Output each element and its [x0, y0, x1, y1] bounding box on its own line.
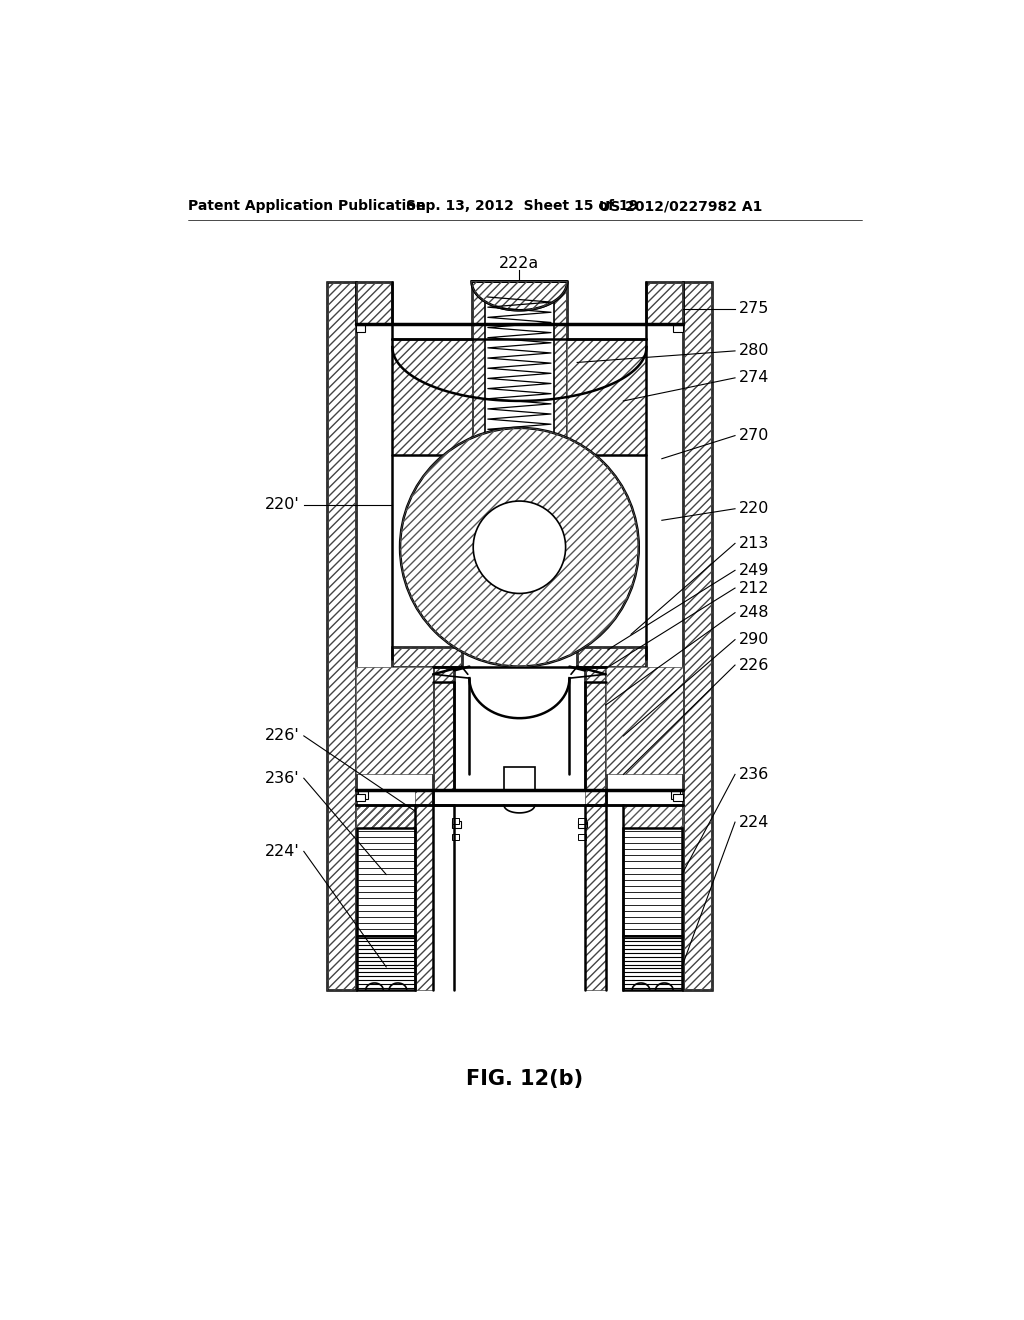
Bar — [624, 936, 682, 990]
Bar — [327, 281, 356, 990]
Bar — [416, 789, 433, 990]
Bar — [504, 767, 535, 805]
Bar — [433, 667, 454, 789]
Bar — [392, 647, 462, 667]
Bar — [433, 667, 454, 789]
Bar — [578, 647, 646, 667]
Text: 212: 212 — [739, 581, 769, 595]
Bar — [392, 647, 462, 667]
Bar — [605, 667, 683, 775]
Bar — [358, 792, 368, 799]
Text: Patent Application Publication: Patent Application Publication — [188, 199, 426, 213]
Text: 226': 226' — [265, 729, 300, 743]
Text: 220: 220 — [739, 502, 769, 516]
Text: 224': 224' — [265, 843, 300, 859]
Polygon shape — [472, 281, 567, 310]
Text: 248: 248 — [739, 605, 769, 620]
Bar — [484, 281, 554, 455]
Bar — [357, 829, 416, 936]
Circle shape — [473, 502, 565, 594]
Bar — [416, 789, 433, 990]
Bar — [356, 667, 433, 775]
Bar — [624, 805, 683, 921]
Text: US 2012/0227982 A1: US 2012/0227982 A1 — [599, 199, 762, 213]
Bar — [356, 805, 416, 921]
Bar — [578, 834, 586, 840]
Bar — [472, 281, 567, 455]
Bar — [674, 793, 683, 801]
Text: 226: 226 — [739, 657, 769, 673]
Bar — [646, 281, 683, 323]
Text: 270: 270 — [739, 428, 769, 444]
Bar — [472, 281, 567, 455]
Bar — [356, 326, 366, 331]
Bar — [327, 281, 356, 990]
Bar — [356, 805, 416, 921]
Bar — [605, 667, 683, 775]
Bar — [356, 667, 433, 775]
Text: 213: 213 — [739, 536, 769, 550]
Bar — [683, 281, 712, 990]
Text: 280: 280 — [739, 343, 769, 359]
Bar — [392, 339, 472, 455]
Bar — [356, 805, 416, 921]
Text: Sep. 13, 2012  Sheet 15 of 19: Sep. 13, 2012 Sheet 15 of 19 — [407, 199, 639, 213]
Bar — [624, 829, 682, 936]
Bar — [578, 821, 587, 829]
Circle shape — [400, 428, 639, 667]
Text: 249: 249 — [739, 562, 769, 578]
Bar — [567, 339, 646, 455]
Bar — [585, 667, 605, 789]
Text: 290: 290 — [739, 632, 769, 647]
Text: 274: 274 — [739, 371, 769, 385]
Bar — [356, 281, 392, 323]
Bar — [433, 789, 605, 805]
Bar — [585, 667, 605, 789]
Bar — [646, 281, 683, 323]
Text: FIG. 12(b): FIG. 12(b) — [466, 1069, 584, 1089]
Text: 236: 236 — [739, 767, 769, 781]
Bar — [671, 792, 680, 799]
Text: 275: 275 — [739, 301, 769, 315]
Text: 224: 224 — [739, 814, 769, 830]
Bar — [578, 818, 586, 825]
Text: 222a: 222a — [500, 256, 540, 272]
Bar — [585, 789, 605, 990]
Bar — [683, 281, 712, 990]
Bar — [674, 326, 683, 331]
Bar — [452, 821, 461, 829]
Bar — [567, 339, 646, 455]
Bar — [452, 818, 460, 825]
Bar — [585, 789, 605, 990]
Bar — [452, 834, 460, 840]
Bar — [356, 281, 392, 323]
Bar — [356, 805, 416, 921]
Text: 220': 220' — [265, 498, 300, 512]
Text: 236': 236' — [265, 771, 300, 785]
Bar — [392, 339, 472, 455]
Bar — [578, 647, 646, 667]
Bar — [356, 793, 366, 801]
Bar — [356, 805, 416, 921]
Bar — [357, 936, 416, 990]
